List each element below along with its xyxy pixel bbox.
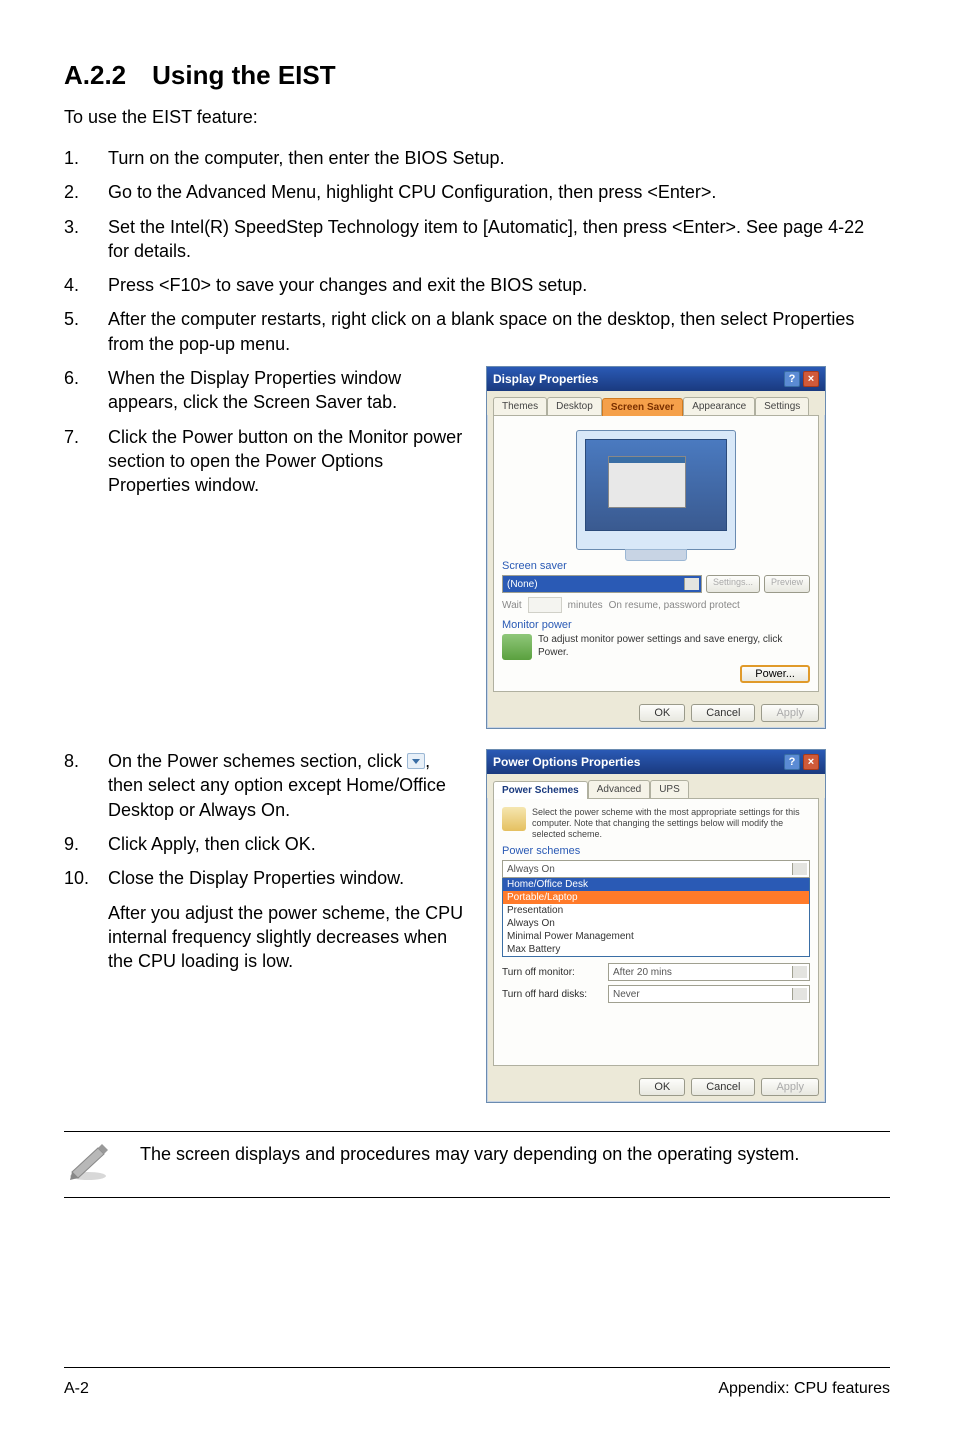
- monitor-preview: [576, 430, 736, 550]
- titlebar: Display Properties ? ×: [487, 367, 825, 391]
- scheme-option[interactable]: Portable/Laptop: [503, 891, 809, 904]
- cancel-button[interactable]: Cancel: [691, 704, 755, 722]
- row-display-properties: 6.When the Display Properties window app…: [64, 366, 890, 729]
- footer-right: Appendix: CPU features: [718, 1380, 890, 1398]
- power-button[interactable]: Power...: [740, 665, 810, 683]
- close-icon[interactable]: ×: [803, 754, 819, 770]
- tab-settings[interactable]: Settings: [755, 397, 809, 415]
- preview-button[interactable]: Preview: [764, 575, 810, 593]
- tab-screensaver[interactable]: Screen Saver: [602, 398, 683, 416]
- footer-rule: [64, 1367, 890, 1368]
- tab-desktop[interactable]: Desktop: [547, 397, 602, 415]
- monitor-timeout-select[interactable]: After 20 mins: [608, 963, 810, 981]
- heading-title: Using the EIST: [152, 60, 335, 90]
- tabs: Themes Desktop Screen Saver Appearance S…: [487, 391, 825, 415]
- scheme-option[interactable]: Home/Office Desk: [503, 878, 809, 891]
- screensaver-select[interactable]: (None): [502, 575, 702, 593]
- after-text: After you adjust the power scheme, the C…: [64, 901, 464, 974]
- ok-button[interactable]: OK: [639, 704, 685, 722]
- cancel-button[interactable]: Cancel: [691, 1078, 755, 1096]
- scheme-option[interactable]: Always On: [503, 917, 809, 930]
- tab-appearance[interactable]: Appearance: [683, 397, 755, 415]
- close-icon[interactable]: ×: [803, 371, 819, 387]
- tabs: Power Schemes Advanced UPS: [487, 774, 825, 798]
- scheme-option[interactable]: Minimal Power Management: [503, 930, 809, 943]
- intro-text: To use the EIST feature:: [64, 107, 890, 128]
- step-8: 8. On the Power schemes section, click ,…: [64, 749, 464, 822]
- wait-spinner[interactable]: [528, 597, 562, 613]
- step-4: 4.Press <F10> to save your changes and e…: [64, 273, 890, 297]
- power-scheme-dropdown-list: Home/Office Desk Portable/Laptop Present…: [502, 877, 810, 957]
- window-title: Display Properties: [493, 372, 598, 386]
- titlebar: Power Options Properties ? ×: [487, 750, 825, 774]
- note-box: The screen displays and procedures may v…: [64, 1131, 890, 1198]
- power-options-window: Power Options Properties ? × Power Schem…: [486, 749, 826, 1103]
- wait-row: Wait minutes On resume, password protect: [502, 597, 810, 613]
- panel-body: Select the power scheme with the most ap…: [493, 798, 819, 1066]
- help-icon[interactable]: ?: [784, 754, 800, 770]
- hd-timeout-select[interactable]: Never: [608, 985, 810, 1003]
- step-10: 10.Close the Display Properties window.: [64, 866, 464, 890]
- resume-checkbox-label: On resume, password protect: [609, 600, 810, 611]
- turn-off-hd-label: Turn off hard disks:: [502, 989, 602, 1000]
- power-scheme-desc: Select the power scheme with the most ap…: [532, 807, 810, 839]
- wait-label: Wait: [502, 600, 522, 611]
- step-3: 3.Set the Intel(R) SpeedStep Technology …: [64, 215, 890, 264]
- screensaver-group-label: Screen saver: [502, 560, 810, 572]
- power-scheme-icon: [502, 807, 526, 831]
- apply-button[interactable]: Apply: [761, 1078, 819, 1096]
- monitor-power-text: To adjust monitor power settings and sav…: [502, 634, 810, 659]
- monitor-screen: [585, 439, 727, 531]
- section-heading: A.2.2 Using the EIST: [64, 60, 890, 91]
- window-title: Power Options Properties: [493, 755, 640, 769]
- tab-power-schemes[interactable]: Power Schemes: [493, 781, 588, 799]
- pencil-note-icon: [64, 1142, 112, 1187]
- monitor-power-icon: [502, 634, 532, 660]
- dropdown-icon: [407, 753, 425, 769]
- step-2: 2.Go to the Advanced Menu, highlight CPU…: [64, 180, 890, 204]
- turn-off-monitor-label: Turn off monitor:: [502, 967, 602, 978]
- power-scheme-select[interactable]: Always On: [502, 860, 810, 878]
- step-6: 6.When the Display Properties window app…: [64, 366, 464, 415]
- dialog-buttons: OK Cancel Apply: [487, 1072, 825, 1102]
- mini-window-icon: [608, 456, 686, 508]
- ok-button[interactable]: OK: [639, 1078, 685, 1096]
- power-schemes-label: Power schemes: [502, 845, 810, 857]
- step-9: 9.Click Apply, then click OK.: [64, 832, 464, 856]
- scheme-option[interactable]: Max Battery: [503, 943, 809, 956]
- wait-min: minutes: [568, 600, 603, 611]
- footer-left: A-2: [64, 1380, 89, 1398]
- tab-ups[interactable]: UPS: [650, 780, 689, 798]
- monitor-power-label: Monitor power: [502, 619, 810, 631]
- panel-body: Screen saver (None) Settings... Preview …: [493, 415, 819, 692]
- tab-themes[interactable]: Themes: [493, 397, 547, 415]
- step-5: 5.After the computer restarts, right cli…: [64, 307, 890, 356]
- step-1: 1.Turn on the computer, then enter the B…: [64, 146, 890, 170]
- dialog-buttons: OK Cancel Apply: [487, 698, 825, 728]
- row-power-options: 8. On the Power schemes section, click ,…: [64, 749, 890, 1103]
- display-properties-window: Display Properties ? × Themes Desktop Sc…: [486, 366, 826, 729]
- tab-advanced[interactable]: Advanced: [588, 780, 650, 798]
- page-footer: A-2 Appendix: CPU features: [64, 1380, 890, 1398]
- steps-list: 1.Turn on the computer, then enter the B…: [64, 146, 890, 356]
- note-text: The screen displays and procedures may v…: [140, 1142, 799, 1166]
- heading-number: A.2.2: [64, 60, 126, 90]
- scheme-option[interactable]: Presentation: [503, 904, 809, 917]
- help-icon[interactable]: ?: [784, 371, 800, 387]
- apply-button[interactable]: Apply: [761, 704, 819, 722]
- settings-button[interactable]: Settings...: [706, 575, 760, 593]
- step-7: 7.Click the Power button on the Monitor …: [64, 425, 464, 498]
